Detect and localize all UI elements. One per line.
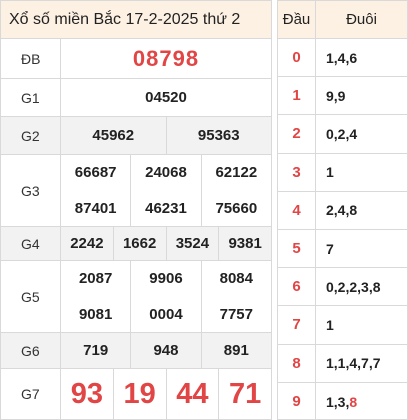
prize-number: 45962: [92, 127, 135, 144]
prize-number: 71: [218, 369, 271, 419]
prize-number: 2242: [70, 235, 104, 252]
head-tail-row: 2 0,2,4: [278, 115, 407, 154]
head-tail-row: 9 1,3, 8: [278, 382, 407, 420]
prize-number: 948: [130, 333, 200, 368]
prize-number: 46231: [130, 190, 200, 226]
tail-digits: 7: [326, 240, 334, 257]
prize-label: G6: [1, 333, 61, 368]
prize-row-g2: G2 45962 95363: [1, 117, 271, 155]
prize-number: 3524: [165, 227, 219, 260]
tail-digits: 0,2,4: [326, 125, 358, 142]
head-tail-row: 1 9,9: [278, 77, 407, 116]
prize-number: 95363: [165, 117, 272, 154]
prize-number: 719: [83, 342, 109, 359]
tail-digits: 0,2,2,3,8: [326, 278, 381, 295]
prize-number: 66687: [74, 164, 117, 182]
prize-row-db: ĐB 08798: [1, 39, 271, 79]
results-table: Xổ số miền Bắc 17-2-2025 thứ 2 ĐB 08798 …: [0, 0, 272, 420]
prize-row-g4: G4 2242 1662 3524 9381: [1, 227, 271, 261]
results-title: Xổ số miền Bắc 17-2-2025 thứ 2: [1, 1, 271, 39]
tail-digits: 1,1,4,7,7: [326, 355, 381, 372]
prize-label: G5: [1, 261, 61, 332]
prize-label: G3: [1, 155, 61, 226]
head-tail-header: Đầu Đuôi: [278, 1, 407, 39]
prize-row-g3: G3 66687 24068 62122 87401 46231 75660: [1, 155, 271, 227]
head-column-header: Đầu: [278, 1, 316, 38]
prize-number: 9081: [78, 305, 113, 323]
tail-digits: 1: [326, 164, 334, 181]
head-tail-row: 0 1,4,6: [278, 39, 407, 78]
tail-digits-plain: 1,3,: [326, 393, 350, 410]
prize-row-g6: G6 719 948 891: [1, 333, 271, 369]
prize-label: G2: [1, 117, 61, 154]
tail-digits: 1,3, 8: [316, 383, 407, 420]
prize-number: 891: [200, 333, 271, 368]
prize-number: 8084: [200, 261, 271, 297]
prize-number: 24068: [130, 155, 200, 191]
prize-number: 0004: [130, 296, 200, 332]
tail-digits: 2,4,8: [326, 202, 358, 219]
head-digit: 0: [278, 39, 316, 77]
head-tail-row: 5 7: [278, 229, 407, 269]
prize-row-g1: G1 04520: [1, 79, 271, 117]
head-digit: 5: [278, 229, 316, 268]
prize-row-g5: G5 2087 9906 8084 9081 0004 7757: [1, 261, 271, 333]
prize-number: 2087: [78, 270, 113, 288]
head-tail-table: Đầu Đuôi 0 1,4,6 1 9,9 2 0,2,4 3 1 4 2,4…: [277, 0, 408, 420]
tail-digit-highlight: 8: [349, 393, 358, 410]
prize-row-g7: G7 93 19 44 71: [1, 369, 271, 419]
head-digit: 3: [278, 153, 316, 191]
tail-digits: 1,4,6: [326, 49, 358, 66]
prize-number: 1662: [112, 227, 166, 260]
head-digit: 9: [278, 382, 316, 420]
prize-number: 9906: [130, 261, 200, 297]
tail-column-header: Đuôi: [346, 11, 377, 28]
head-tail-row: 7 1: [278, 306, 407, 345]
head-digit: 1: [278, 77, 316, 115]
head-digit: 4: [278, 191, 316, 229]
head-digit: 8: [278, 344, 316, 382]
prize-number: 04520: [145, 89, 187, 106]
head-digit: 2: [278, 115, 316, 153]
special-prize-number: 08798: [132, 45, 200, 71]
prize-number: 87401: [74, 199, 117, 217]
prize-label: ĐB: [1, 39, 61, 78]
head-tail-row: 6 0,2,2,3,8: [278, 268, 407, 307]
prize-label: G1: [1, 79, 61, 116]
prize-number: 9381: [218, 227, 271, 260]
head-tail-row: 4 2,4,8: [278, 191, 407, 230]
head-digit: 6: [278, 268, 316, 306]
tail-digits: 9,9: [326, 87, 346, 104]
head-tail-row: 8 1,1,4,7,7: [278, 344, 407, 383]
prize-number: 7757: [200, 296, 271, 332]
head-tail-row: 3 1: [278, 153, 407, 192]
head-digit: 7: [278, 306, 316, 344]
prize-number: 93: [70, 377, 103, 410]
tail-digits: 1: [326, 316, 334, 333]
prize-label: G4: [1, 227, 61, 260]
prize-number: 75660: [200, 190, 271, 226]
prize-number: 19: [112, 369, 166, 419]
prize-number: 44: [165, 369, 219, 419]
prize-number: 62122: [200, 155, 271, 191]
prize-label: G7: [1, 369, 61, 419]
